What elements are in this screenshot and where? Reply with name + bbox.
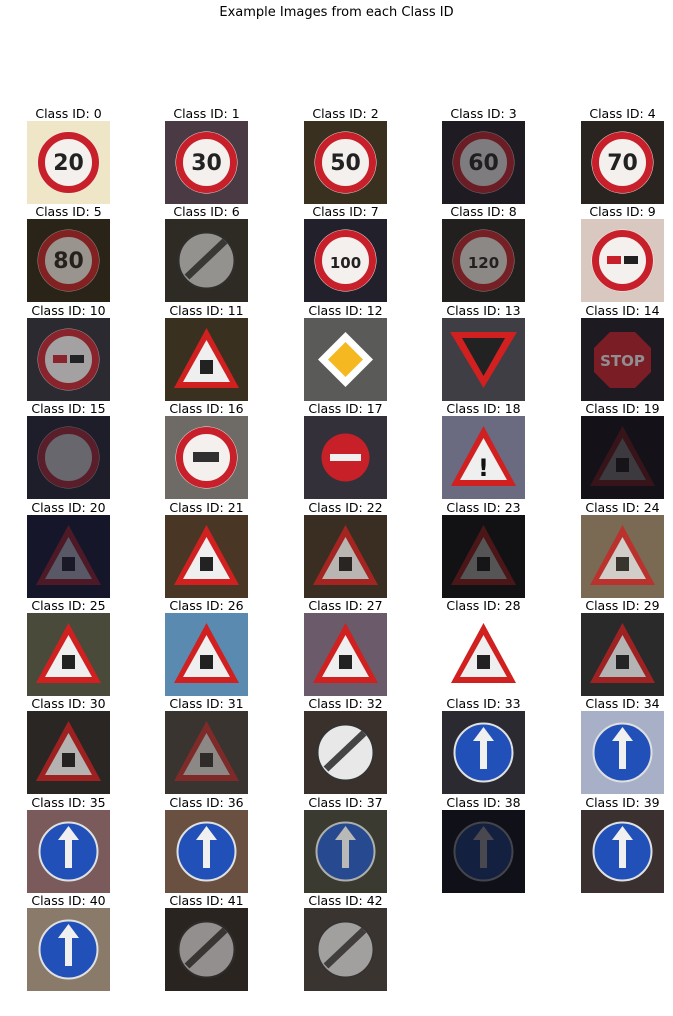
class-label: Class ID: 36: [169, 794, 244, 810]
class-label: Class ID: 40: [31, 893, 106, 909]
class-label: Class ID: 28: [446, 598, 521, 613]
class-label: Class ID: 33: [446, 696, 521, 712]
end-no-passing-trucks-sign: [304, 908, 387, 992]
class-label: Class ID: 25: [31, 598, 106, 613]
class-label: Class ID: 31: [169, 696, 244, 712]
class-label: Class ID: 21: [169, 499, 244, 515]
class-label: Class ID: 23: [446, 499, 521, 515]
class-label: Class ID: 13: [446, 302, 521, 318]
class-label: Class ID: 7: [312, 204, 379, 220]
ice-snow-sign: [27, 711, 110, 795]
sign-number: 120: [468, 254, 499, 272]
no-trucks-sign: [165, 416, 248, 500]
sign-number: 80: [53, 249, 84, 274]
no-vehicles-sign: [27, 416, 110, 500]
class-label: Class ID: 3: [450, 106, 517, 121]
keep-right-sign: [442, 809, 525, 893]
go-straight-or-right-sign: [165, 809, 248, 893]
turn-right-ahead-sign: [442, 711, 525, 795]
no-passing-trucks-sign: [27, 317, 110, 401]
end-no-passing-sign: [165, 908, 248, 992]
speed-limit-100-sign: 100: [304, 219, 387, 303]
class-label: Class ID: 16: [169, 401, 244, 417]
class-label: Class ID: 35: [31, 794, 106, 810]
class-label: Class ID: 14: [585, 302, 660, 318]
end-all-limits-sign: [304, 711, 387, 795]
class-label: Class ID: 8: [450, 204, 517, 220]
class-label: Class ID: 0: [35, 106, 102, 121]
class-label: Class ID: 5: [35, 204, 102, 220]
class-label: Class ID: 37: [308, 794, 383, 810]
class-label: Class ID: 30: [31, 696, 106, 712]
bicycles-crossing-sign: [581, 613, 664, 696]
bumpy-road-sign: [304, 514, 387, 598]
class-label: Class ID: 1: [173, 106, 240, 121]
class-label: Class ID: 26: [169, 598, 244, 613]
road-work-sign: [27, 613, 110, 696]
roundabout-sign: [27, 908, 110, 992]
priority-road-sign: [304, 317, 387, 401]
double-curve-sign: [165, 514, 248, 598]
class-label: Class ID: 27: [308, 598, 383, 613]
figure-title: Example Images from each Class ID: [219, 5, 454, 20]
class-label: Class ID: 22: [308, 499, 383, 515]
general-caution-sign: !: [442, 416, 525, 500]
class-label: Class ID: 39: [585, 794, 660, 810]
class-label: Class ID: 11: [169, 302, 244, 318]
class-label: Class ID: 15: [31, 401, 106, 417]
speed-limit-70-sign: 70: [581, 121, 664, 204]
class-label: Class ID: 42: [308, 893, 383, 909]
yield-sign: [442, 317, 525, 401]
class-label: Class ID: 18: [446, 401, 521, 417]
sign-number: 100: [330, 254, 361, 272]
sign-number: 20: [53, 151, 84, 176]
speed-limit-120-sign: 120: [442, 219, 525, 303]
ahead-only-sign: [27, 809, 110, 893]
class-label: Class ID: 32: [308, 696, 383, 712]
sign-symbol: !: [478, 454, 489, 482]
sign-number: 70: [607, 151, 638, 176]
class-label: Class ID: 34: [585, 696, 660, 712]
sign-number: 30: [191, 151, 222, 176]
class-label: Class ID: 12: [308, 302, 383, 318]
class-label: Class ID: 9: [589, 204, 656, 220]
dangerous-curve-left-sign: [581, 416, 664, 500]
slippery-road-sign: [442, 514, 525, 598]
no-entry-sign: [304, 416, 387, 500]
class-label: Class ID: 17: [308, 401, 383, 417]
keep-left-sign: [581, 809, 664, 893]
class-label: Class ID: 10: [31, 302, 106, 318]
no-passing-sign: [581, 219, 664, 303]
speed-limit-80-sign: 80: [27, 219, 110, 303]
sign-number: 60: [468, 151, 499, 176]
stop-sign: STOP: [581, 317, 664, 401]
class-label: Class ID: 6: [173, 204, 240, 220]
wild-animals-sign: [165, 711, 248, 795]
go-straight-or-left-sign: [304, 809, 387, 893]
class-label: Class ID: 4: [589, 106, 656, 121]
speed-limit-30-sign: 30: [165, 121, 248, 204]
turn-left-ahead-sign: [581, 711, 664, 795]
pedestrians-sign: [304, 613, 387, 696]
class-label: Class ID: 20: [31, 499, 106, 515]
right-of-way-sign: [165, 317, 248, 401]
class-label: Class ID: 29: [585, 598, 660, 613]
speed-limit-50-sign: 50: [304, 121, 387, 204]
road-narrows-sign: [581, 514, 664, 598]
speed-limit-60-sign: 60: [442, 121, 525, 204]
sign-text: STOP: [600, 352, 645, 370]
class-label: Class ID: 38: [446, 794, 521, 810]
class-label: Class ID: 19: [585, 401, 660, 417]
class-label: Class ID: 2: [312, 106, 379, 121]
dangerous-curve-right-sign: [27, 514, 110, 598]
sign-number: 50: [330, 151, 361, 176]
class-label: Class ID: 24: [585, 499, 660, 515]
children-crossing-sign: [442, 613, 525, 696]
class-label: Class ID: 41: [169, 893, 244, 909]
traffic-signals-sign: [165, 613, 248, 696]
speed-limit-20-sign: 20: [27, 121, 110, 204]
end-speed-limit-80-sign: [165, 219, 248, 303]
